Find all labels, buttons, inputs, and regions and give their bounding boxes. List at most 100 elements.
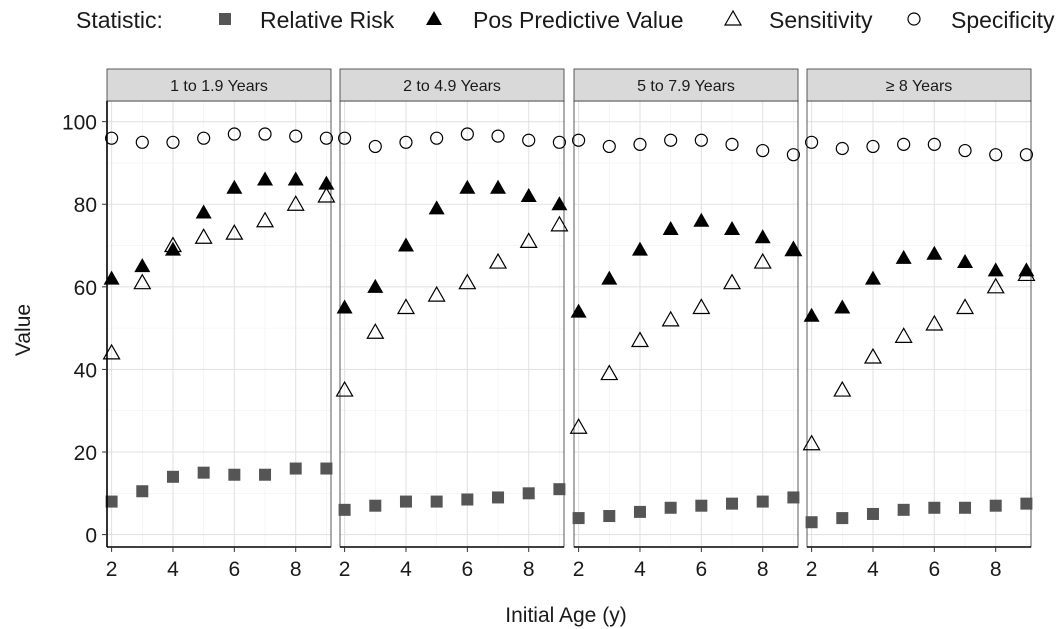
- point-relative-risk: [866, 507, 879, 520]
- point-specificity: [522, 133, 536, 147]
- point-relative-risk: [989, 499, 1002, 512]
- point-specificity: [338, 131, 352, 145]
- point-pos-predictive-value: [367, 278, 384, 293]
- point-sensitivity: [1017, 265, 1036, 282]
- point-pos-predictive-value: [397, 237, 414, 252]
- point-relative-risk: [1020, 497, 1033, 510]
- y-tick-label: 40: [74, 359, 97, 382]
- point-relative-risk: [553, 483, 566, 496]
- facet-strip-label: ≥ 8 Years: [886, 78, 953, 95]
- x-tick-label: 4: [167, 558, 179, 581]
- point-sensitivity: [550, 215, 569, 232]
- facet-panel-4: ≥ 8 Years 2 4 6 8: [802, 68, 1036, 581]
- point-pos-predictive-value: [164, 241, 181, 256]
- legend-label-relative-risk: Relative Risk: [260, 7, 395, 33]
- point-relative-risk: [105, 495, 118, 508]
- point-specificity: [105, 131, 119, 145]
- panel-background: [340, 101, 564, 547]
- point-specificity: [897, 137, 911, 151]
- point-relative-risk: [664, 501, 677, 514]
- y-tick-label: 20: [74, 442, 97, 465]
- facet-strip: [106, 68, 332, 102]
- point-relative-risk: [695, 499, 708, 512]
- point-sensitivity: [427, 285, 446, 302]
- point-sensitivity: [600, 364, 619, 381]
- point-sensitivity: [366, 323, 385, 339]
- point-specificity: [725, 137, 739, 151]
- point-pos-predictive-value: [693, 212, 710, 227]
- x-axis-title: Initial Age (y): [505, 604, 626, 627]
- point-pos-predictive-value: [754, 229, 771, 244]
- legend-key-specificity: [907, 12, 921, 26]
- point-pos-predictive-value: [428, 200, 445, 215]
- x-tick-label: 8: [757, 558, 769, 581]
- point-sensitivity: [661, 310, 680, 327]
- point-relative-risk: [399, 495, 412, 508]
- point-pos-predictive-value: [987, 262, 1004, 277]
- point-sensitivity: [133, 273, 152, 290]
- point-specificity: [430, 131, 444, 145]
- point-relative-risk: [836, 512, 849, 525]
- point-pos-predictive-value: [834, 299, 851, 314]
- x-tick-label: 6: [228, 558, 240, 581]
- point-specificity: [227, 127, 241, 141]
- point-sensitivity: [753, 252, 772, 269]
- point-pos-predictive-value: [257, 171, 274, 186]
- point-sensitivity: [722, 273, 742, 290]
- point-relative-risk: [726, 497, 739, 510]
- point-sensitivity: [255, 211, 275, 228]
- point-sensitivity: [396, 298, 416, 315]
- point-specificity: [927, 137, 941, 151]
- point-pos-predictive-value: [803, 307, 820, 322]
- point-sensitivity: [986, 277, 1005, 294]
- point-relative-risk: [289, 462, 302, 475]
- point-relative-risk: [572, 512, 585, 525]
- x-tick-label: 6: [928, 558, 940, 581]
- point-sensitivity: [569, 418, 588, 434]
- point-pos-predictive-value: [785, 241, 802, 256]
- legend-key-pos-predictive-value: [426, 11, 442, 25]
- point-sensitivity: [863, 347, 883, 364]
- y-axis-title: Value: [12, 304, 35, 356]
- point-relative-risk: [787, 491, 800, 504]
- point-sensitivity: [833, 380, 852, 397]
- point-sensitivity: [458, 273, 477, 290]
- facet-panel-1: 1 to 1.9 Years 2 4 6 8: [102, 68, 336, 581]
- point-specificity: [958, 143, 972, 158]
- x-tick-label: 4: [867, 558, 879, 581]
- panel-background: [807, 101, 1031, 547]
- y-tick-label: 60: [74, 277, 97, 300]
- point-sensitivity: [894, 327, 913, 343]
- point-relative-risk: [369, 499, 382, 512]
- x-tick-label: 2: [806, 558, 818, 581]
- point-pos-predictive-value: [336, 299, 353, 314]
- x-tick-label: 4: [634, 558, 646, 581]
- point-relative-risk: [492, 491, 505, 504]
- point-pos-predictive-value: [570, 303, 587, 318]
- point-specificity: [197, 131, 211, 145]
- y-tick-label: 0: [85, 525, 97, 548]
- point-specificity: [694, 133, 708, 147]
- point-relative-risk: [259, 468, 272, 481]
- x-tick-label: 2: [339, 558, 351, 581]
- point-specificity: [786, 148, 800, 162]
- facet-strip-label: 2 to 4.9 Years: [403, 78, 501, 95]
- point-sensitivity: [335, 380, 354, 397]
- panel-background: [574, 101, 798, 547]
- point-relative-risk: [461, 493, 474, 506]
- point-relative-risk: [603, 510, 616, 523]
- legend-label-sensitivity: Sensitivity: [769, 7, 873, 33]
- point-pos-predictive-value: [318, 175, 335, 190]
- point-pos-predictive-value: [459, 179, 476, 194]
- point-pos-predictive-value: [724, 221, 741, 236]
- point-relative-risk: [197, 466, 210, 479]
- legend-key-relative-risk: [219, 13, 231, 25]
- point-pos-predictive-value: [226, 179, 243, 194]
- x-tick-label: 8: [523, 558, 535, 581]
- point-pos-predictive-value: [631, 241, 648, 256]
- x-tick-label: 8: [990, 558, 1002, 581]
- facet-strip: [573, 68, 799, 102]
- point-sensitivity: [630, 331, 650, 348]
- point-pos-predictive-value: [195, 204, 212, 219]
